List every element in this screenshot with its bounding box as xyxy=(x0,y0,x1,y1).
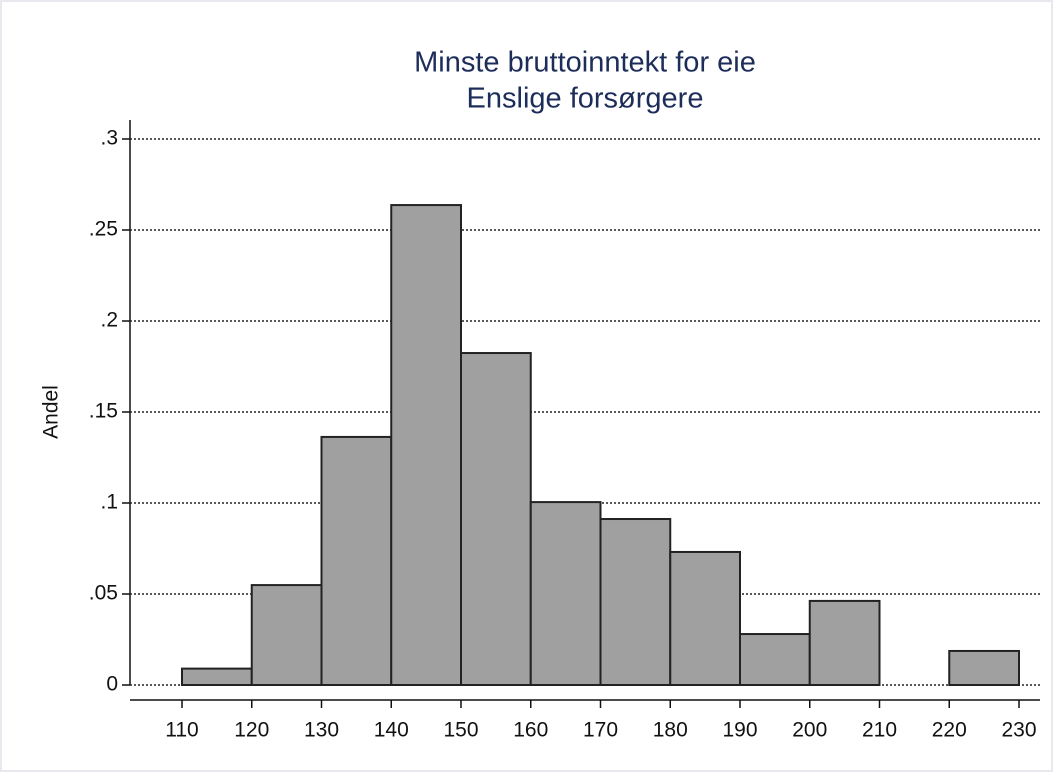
y-tick-label: 0 xyxy=(106,673,118,696)
bar xyxy=(250,584,323,686)
x-tick-label: 120 xyxy=(234,719,269,742)
x-tick-label: 130 xyxy=(304,719,339,742)
x-tick-label: 190 xyxy=(722,719,757,742)
y-tick-label: .3 xyxy=(100,127,118,150)
bar xyxy=(529,501,602,686)
y-axis-label: Andel xyxy=(40,385,63,439)
x-tick-label: 180 xyxy=(653,719,688,742)
bar xyxy=(181,667,253,686)
y-tick-label: .05 xyxy=(89,582,118,605)
y-tick-label: .1 xyxy=(100,491,118,514)
bar xyxy=(599,518,672,686)
bar xyxy=(808,599,881,687)
y-tick-label: .2 xyxy=(100,309,118,332)
y-tick-label: .15 xyxy=(89,400,118,423)
bar xyxy=(739,633,811,686)
chart-title: Minste bruttoinntekt for eie xyxy=(414,47,756,79)
bar xyxy=(669,550,741,687)
chart-title: Enslige forsørgere xyxy=(467,83,704,115)
x-tick-label: 150 xyxy=(443,719,478,742)
x-tick-label: 200 xyxy=(792,719,827,742)
x-tick-label: 210 xyxy=(862,719,897,742)
bar xyxy=(460,352,532,686)
x-tick-label: 160 xyxy=(513,719,548,742)
bar xyxy=(320,435,393,686)
bar xyxy=(948,649,1020,687)
x-tick-label: 140 xyxy=(374,719,409,742)
bar xyxy=(390,204,462,686)
y-tick-label: .25 xyxy=(89,218,118,241)
x-tick-label: 110 xyxy=(165,719,198,742)
x-tick-label: 170 xyxy=(583,719,618,742)
x-tick-label: 220 xyxy=(932,719,967,742)
x-tick-label: 230 xyxy=(1001,719,1036,742)
